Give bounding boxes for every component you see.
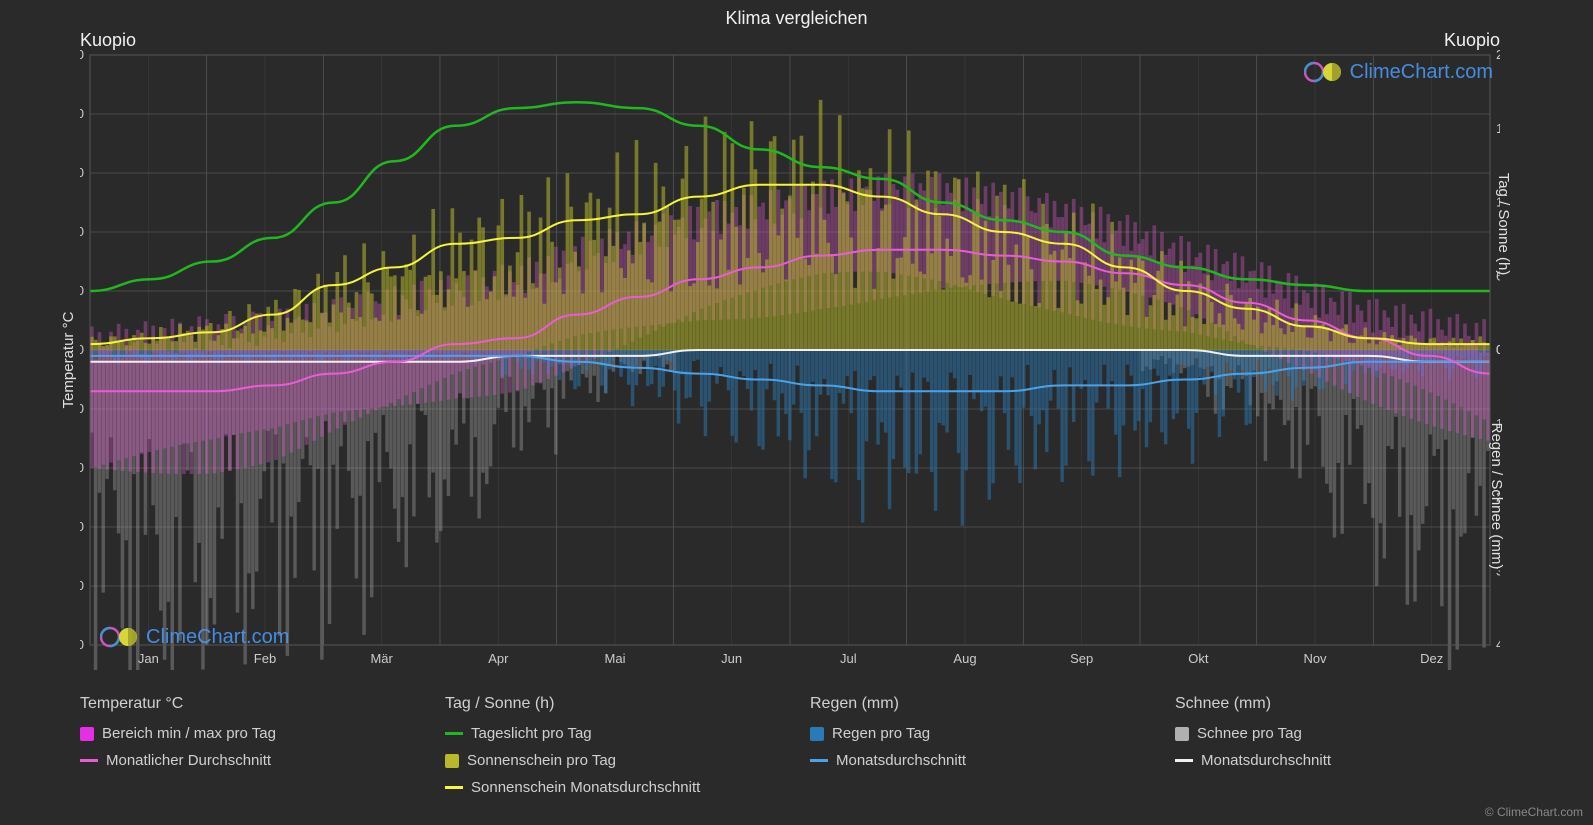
legend-label: Tageslicht pro Tag (471, 725, 592, 742)
watermark-text: ClimeChart.com (146, 626, 289, 649)
legend-label: Sonnenschein Monatsdurchschnitt (471, 779, 700, 796)
legend-group-temp: Temperatur °C Bereich min / max pro Tag … (80, 695, 405, 806)
legend-item: Monatsdurchschnitt (810, 752, 1135, 769)
legend-item: Sonnenschein Monatsdurchschnitt (445, 779, 770, 796)
svg-text:30: 30 (80, 165, 84, 180)
svg-text:10: 10 (80, 283, 84, 298)
svg-text:Sep: Sep (1070, 651, 1093, 666)
legend-label: Schnee pro Tag (1197, 725, 1302, 742)
svg-text:Dez: Dez (1420, 651, 1443, 666)
legend-item: Monatlicher Durchschnitt (80, 752, 405, 769)
legend-header: Regen (mm) (810, 695, 1135, 713)
legend-swatch (445, 754, 459, 768)
location-left-label: Kuopio (80, 30, 136, 51)
svg-text:50: 50 (80, 50, 84, 62)
legend-label: Bereich min / max pro Tag (102, 725, 276, 742)
watermark-text: ClimeChart.com (1350, 61, 1493, 84)
svg-text:Apr: Apr (488, 651, 509, 666)
svg-text:Aug: Aug (953, 651, 976, 666)
legend-line (445, 732, 463, 735)
legend: Temperatur °C Bereich min / max pro Tag … (80, 695, 1500, 806)
svg-text:Jun: Jun (721, 651, 742, 666)
legend-label: Sonnenschein pro Tag (467, 752, 616, 769)
climate-chart-svg: -50-40-30-20-100102030405006121824010203… (80, 50, 1500, 670)
chart-title: Klima vergleichen (0, 0, 1593, 29)
logo-icon (1304, 60, 1344, 84)
svg-text:Okt: Okt (1188, 651, 1209, 666)
legend-line (810, 759, 828, 762)
svg-text:-20: -20 (80, 460, 84, 475)
svg-text:Feb: Feb (254, 651, 276, 666)
svg-text:18: 18 (1496, 121, 1500, 136)
legend-label: Monatsdurchschnitt (1201, 752, 1331, 769)
svg-text:24: 24 (1496, 50, 1500, 62)
legend-group-rain: Regen (mm) Regen pro Tag Monatsdurchschn… (810, 695, 1135, 806)
legend-line (1175, 759, 1193, 762)
svg-text:-30: -30 (80, 519, 84, 534)
svg-text:40: 40 (80, 106, 84, 121)
legend-header: Temperatur °C (80, 695, 405, 713)
copyright: © ClimeChart.com (1485, 805, 1583, 819)
legend-swatch (810, 727, 824, 741)
chart-area: Kuopio Kuopio Temperatur °C Tag / Sonne … (80, 50, 1500, 670)
svg-text:-40: -40 (80, 578, 84, 593)
legend-label: Monatlicher Durchschnitt (106, 752, 271, 769)
location-right-label: Kuopio (1444, 30, 1500, 51)
legend-group-sun: Tag / Sonne (h) Tageslicht pro Tag Sonne… (445, 695, 770, 806)
watermark-bottom-left: ClimeChart.com (100, 625, 289, 649)
legend-swatch (80, 727, 94, 741)
svg-text:-50: -50 (80, 637, 84, 652)
svg-text:Jul: Jul (840, 651, 857, 666)
legend-label: Regen pro Tag (832, 725, 930, 742)
legend-label: Monatsdurchschnitt (836, 752, 966, 769)
svg-text:Mai: Mai (605, 651, 626, 666)
svg-text:20: 20 (80, 224, 84, 239)
svg-text:0: 0 (80, 342, 84, 357)
legend-item: Sonnenschein pro Tag (445, 752, 770, 769)
legend-item: Schnee pro Tag (1175, 725, 1500, 742)
legend-item: Bereich min / max pro Tag (80, 725, 405, 742)
logo-icon (100, 625, 140, 649)
legend-group-snow: Schnee (mm) Schnee pro Tag Monatsdurchsc… (1175, 695, 1500, 806)
svg-text:0: 0 (1496, 342, 1500, 357)
legend-header: Tag / Sonne (h) (445, 695, 770, 713)
y-axis-right-bottom-label: Regen / Schnee (mm) (1488, 423, 1505, 570)
svg-text:40: 40 (1496, 637, 1500, 652)
legend-line (80, 759, 98, 762)
svg-text:Nov: Nov (1303, 651, 1327, 666)
legend-swatch (1175, 727, 1189, 741)
legend-header: Schnee (mm) (1175, 695, 1500, 713)
svg-text:Jan: Jan (138, 651, 159, 666)
svg-text:-10: -10 (80, 401, 84, 416)
legend-line (445, 786, 463, 789)
svg-text:Mär: Mär (370, 651, 393, 666)
watermark-top-right: ClimeChart.com (1304, 60, 1493, 84)
legend-item: Monatsdurchschnitt (1175, 752, 1500, 769)
legend-item: Tageslicht pro Tag (445, 725, 770, 742)
y-axis-left-label: Temperatur °C (60, 312, 77, 409)
y-axis-right-top-label: Tag / Sonne (h) (1495, 172, 1512, 275)
legend-item: Regen pro Tag (810, 725, 1135, 742)
